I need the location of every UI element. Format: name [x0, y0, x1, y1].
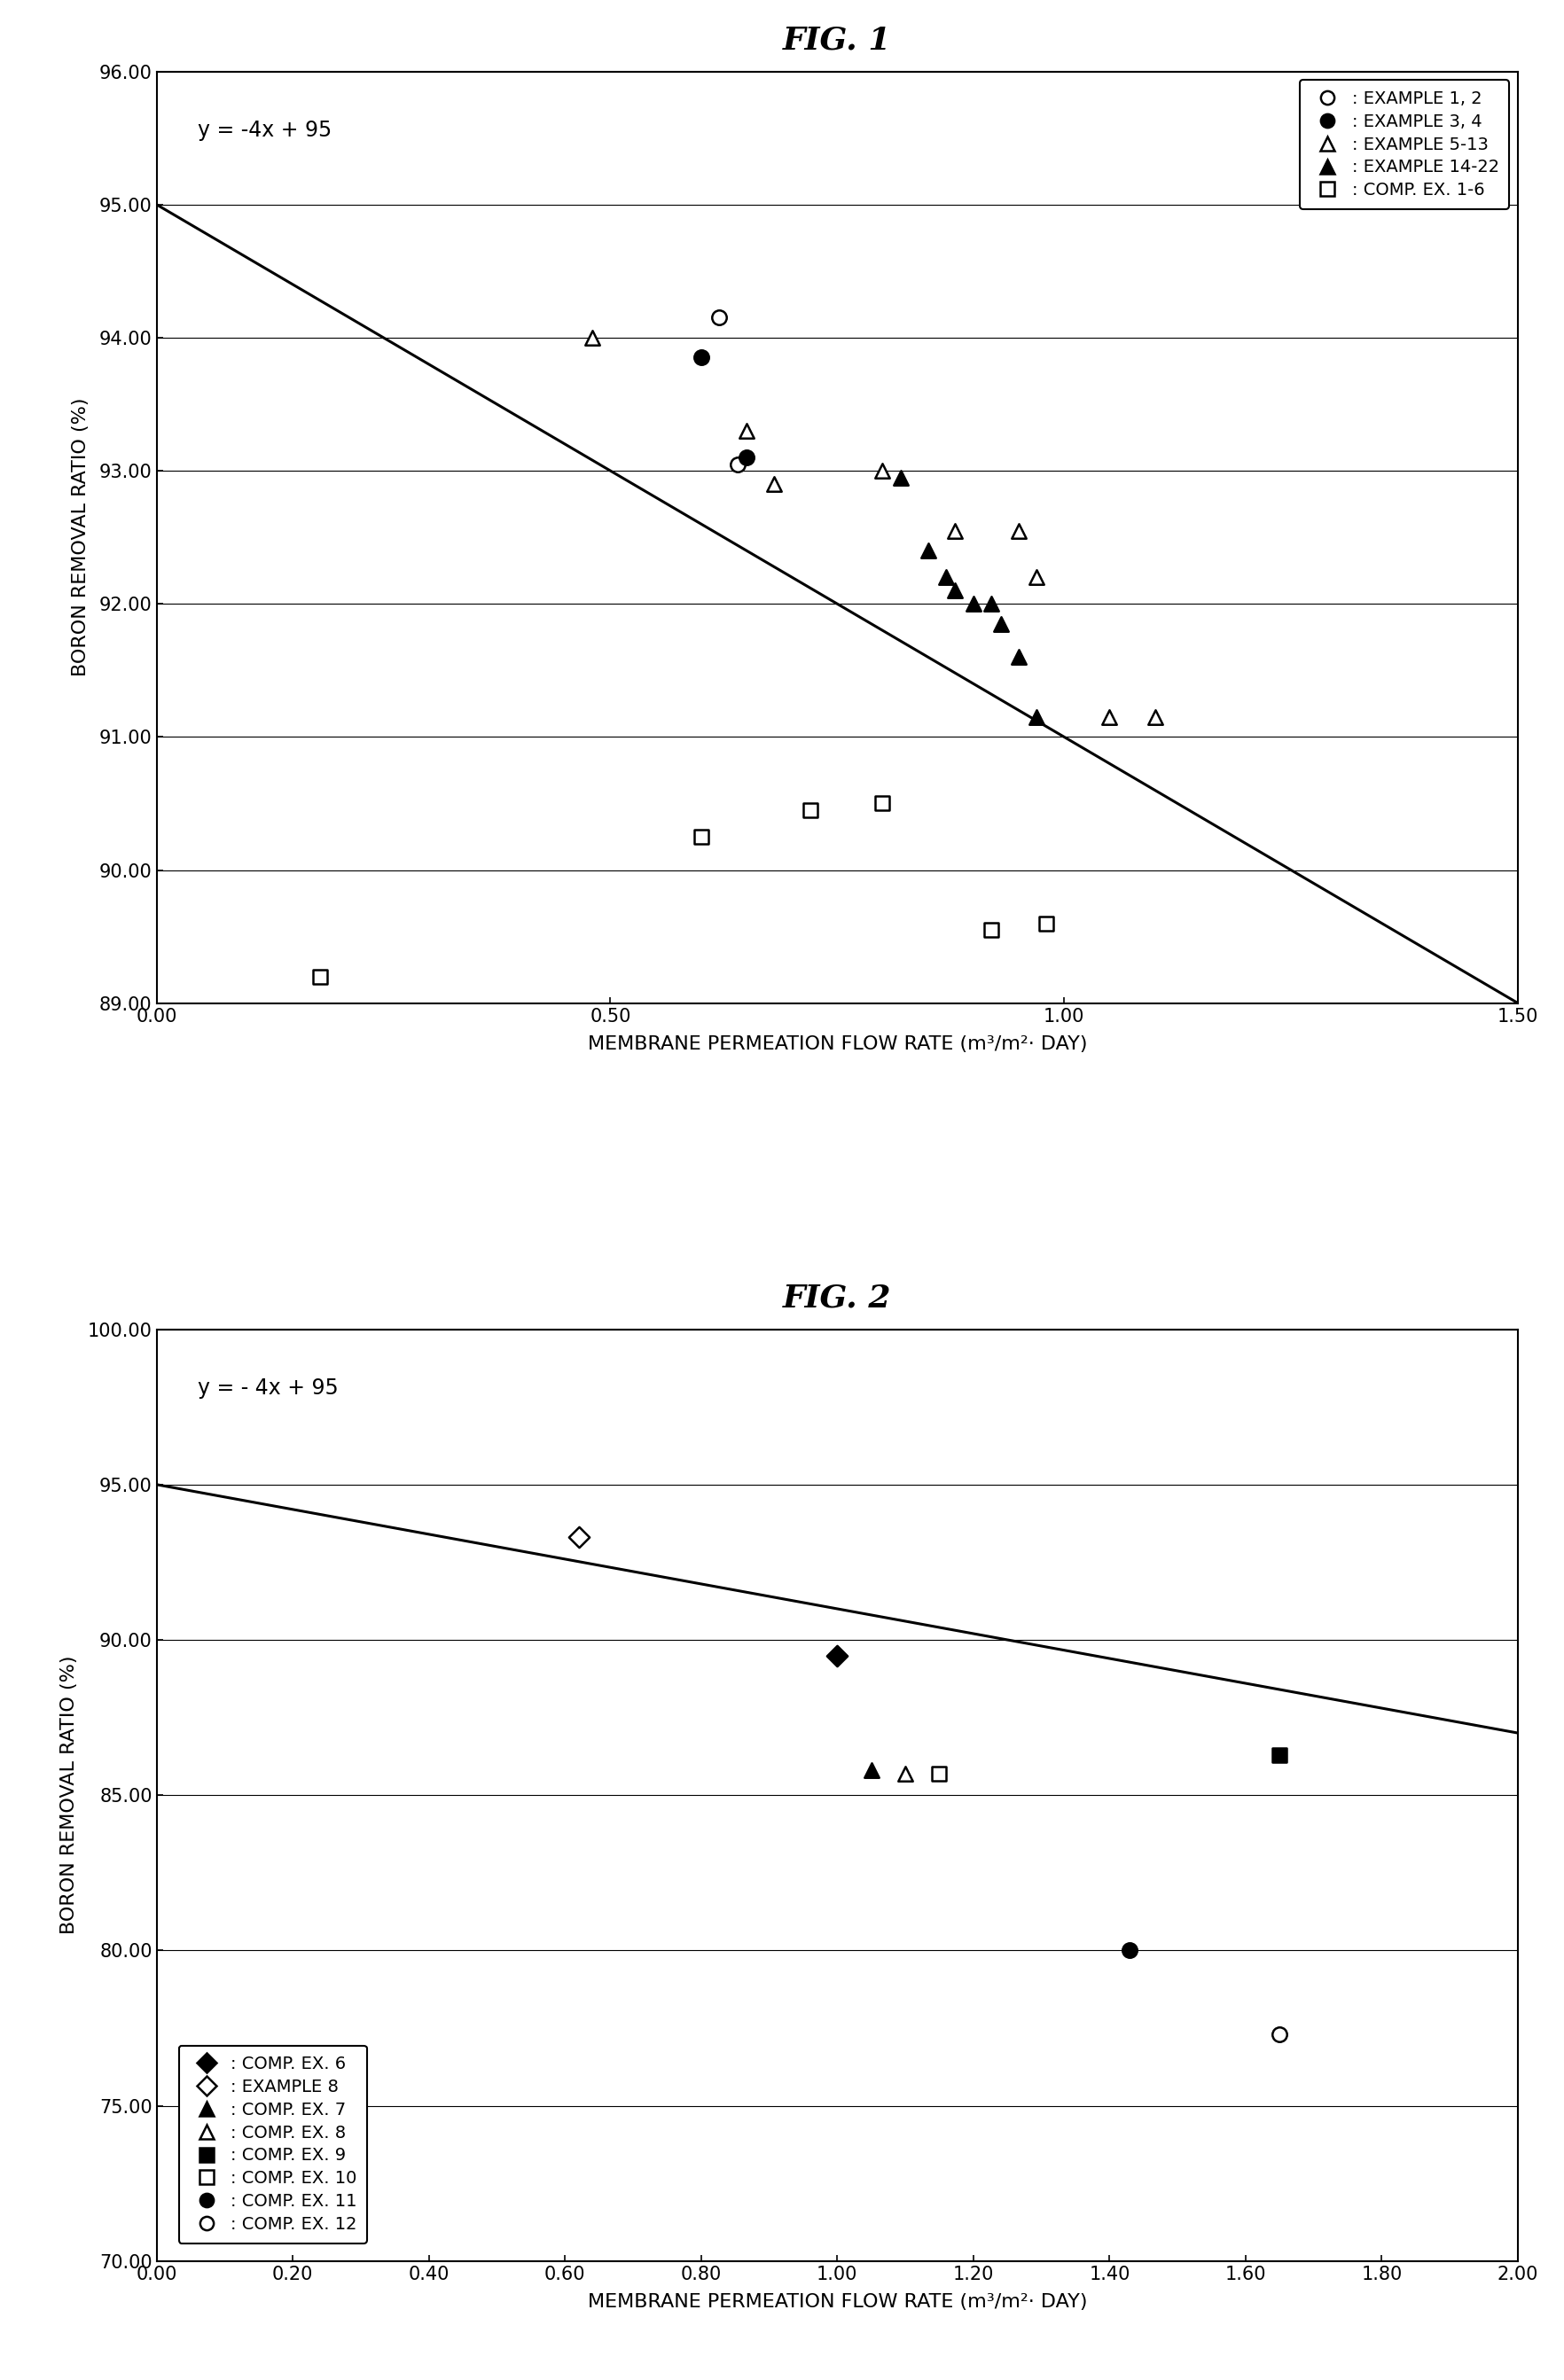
- Point: [1267, 1735, 1292, 1773]
- Point: [926, 1754, 951, 1792]
- Point: [760, 464, 785, 502]
- Point: [1096, 697, 1121, 735]
- Point: [579, 319, 604, 357]
- Point: [1006, 638, 1031, 676]
- Point: [724, 445, 749, 483]
- Point: [870, 452, 895, 490]
- Point: [688, 338, 713, 376]
- Point: [1032, 904, 1057, 942]
- Point: [859, 1752, 884, 1790]
- Point: [824, 1637, 849, 1676]
- Point: [979, 585, 1004, 624]
- Point: [1267, 2016, 1292, 2054]
- X-axis label: MEMBRANE PERMEATION FLOW RATE (m³/m²· DAY): MEMBRANE PERMEATION FLOW RATE (m³/m²· DA…: [586, 1035, 1087, 1052]
- Legend: : EXAMPLE 1, 2, : EXAMPLE 3, 4, : EXAMPLE 5-13, : EXAMPLE 14-22, : COMP. EX. 1-6: : EXAMPLE 1, 2, : EXAMPLE 3, 4, : EXAMPL…: [1300, 81, 1508, 209]
- Y-axis label: BORON REMOVAL RATIO (%): BORON REMOVAL RATIO (%): [72, 397, 89, 676]
- X-axis label: MEMBRANE PERMEATION FLOW RATE (m³/m²· DAY): MEMBRANE PERMEATION FLOW RATE (m³/m²· DA…: [586, 2292, 1087, 2311]
- Point: [1142, 697, 1167, 735]
- Point: [734, 438, 759, 476]
- Point: [979, 912, 1004, 950]
- Point: [870, 785, 895, 823]
- Point: [1006, 512, 1031, 550]
- Point: [915, 531, 940, 569]
- Point: [891, 1754, 917, 1792]
- Point: [934, 559, 959, 597]
- Point: [707, 298, 732, 336]
- Point: [566, 1518, 591, 1557]
- Point: [798, 790, 823, 828]
- Text: y = - 4x + 95: y = - 4x + 95: [197, 1378, 338, 1399]
- Point: [1024, 697, 1049, 735]
- Point: [942, 512, 967, 550]
- Point: [888, 459, 913, 497]
- Point: [1117, 1933, 1142, 1971]
- Y-axis label: BORON REMOVAL RATIO (%): BORON REMOVAL RATIO (%): [59, 1656, 78, 1935]
- Point: [307, 957, 332, 995]
- Title: FIG. 2: FIG. 2: [782, 1283, 891, 1314]
- Point: [734, 412, 759, 450]
- Point: [960, 585, 985, 624]
- Point: [1024, 559, 1049, 597]
- Text: y = -4x + 95: y = -4x + 95: [197, 119, 332, 140]
- Title: FIG. 1: FIG. 1: [782, 26, 891, 55]
- Point: [688, 819, 713, 857]
- Point: [942, 571, 967, 609]
- Legend: : COMP. EX. 6, : EXAMPLE 8, : COMP. EX. 7, : COMP. EX. 8, : COMP. EX. 9, : COMP.: : COMP. EX. 6, : EXAMPLE 8, : COMP. EX. …: [178, 2044, 368, 2242]
- Point: [987, 605, 1012, 643]
